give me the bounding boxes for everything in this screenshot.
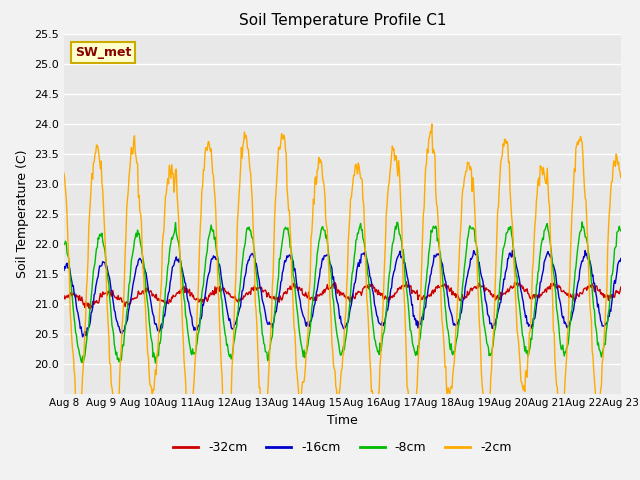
Text: SW_met: SW_met (75, 46, 131, 59)
Legend: -32cm, -16cm, -8cm, -2cm: -32cm, -16cm, -8cm, -2cm (168, 436, 516, 459)
Title: Soil Temperature Profile C1: Soil Temperature Profile C1 (239, 13, 446, 28)
X-axis label: Time: Time (327, 414, 358, 427)
Y-axis label: Soil Temperature (C): Soil Temperature (C) (16, 149, 29, 278)
